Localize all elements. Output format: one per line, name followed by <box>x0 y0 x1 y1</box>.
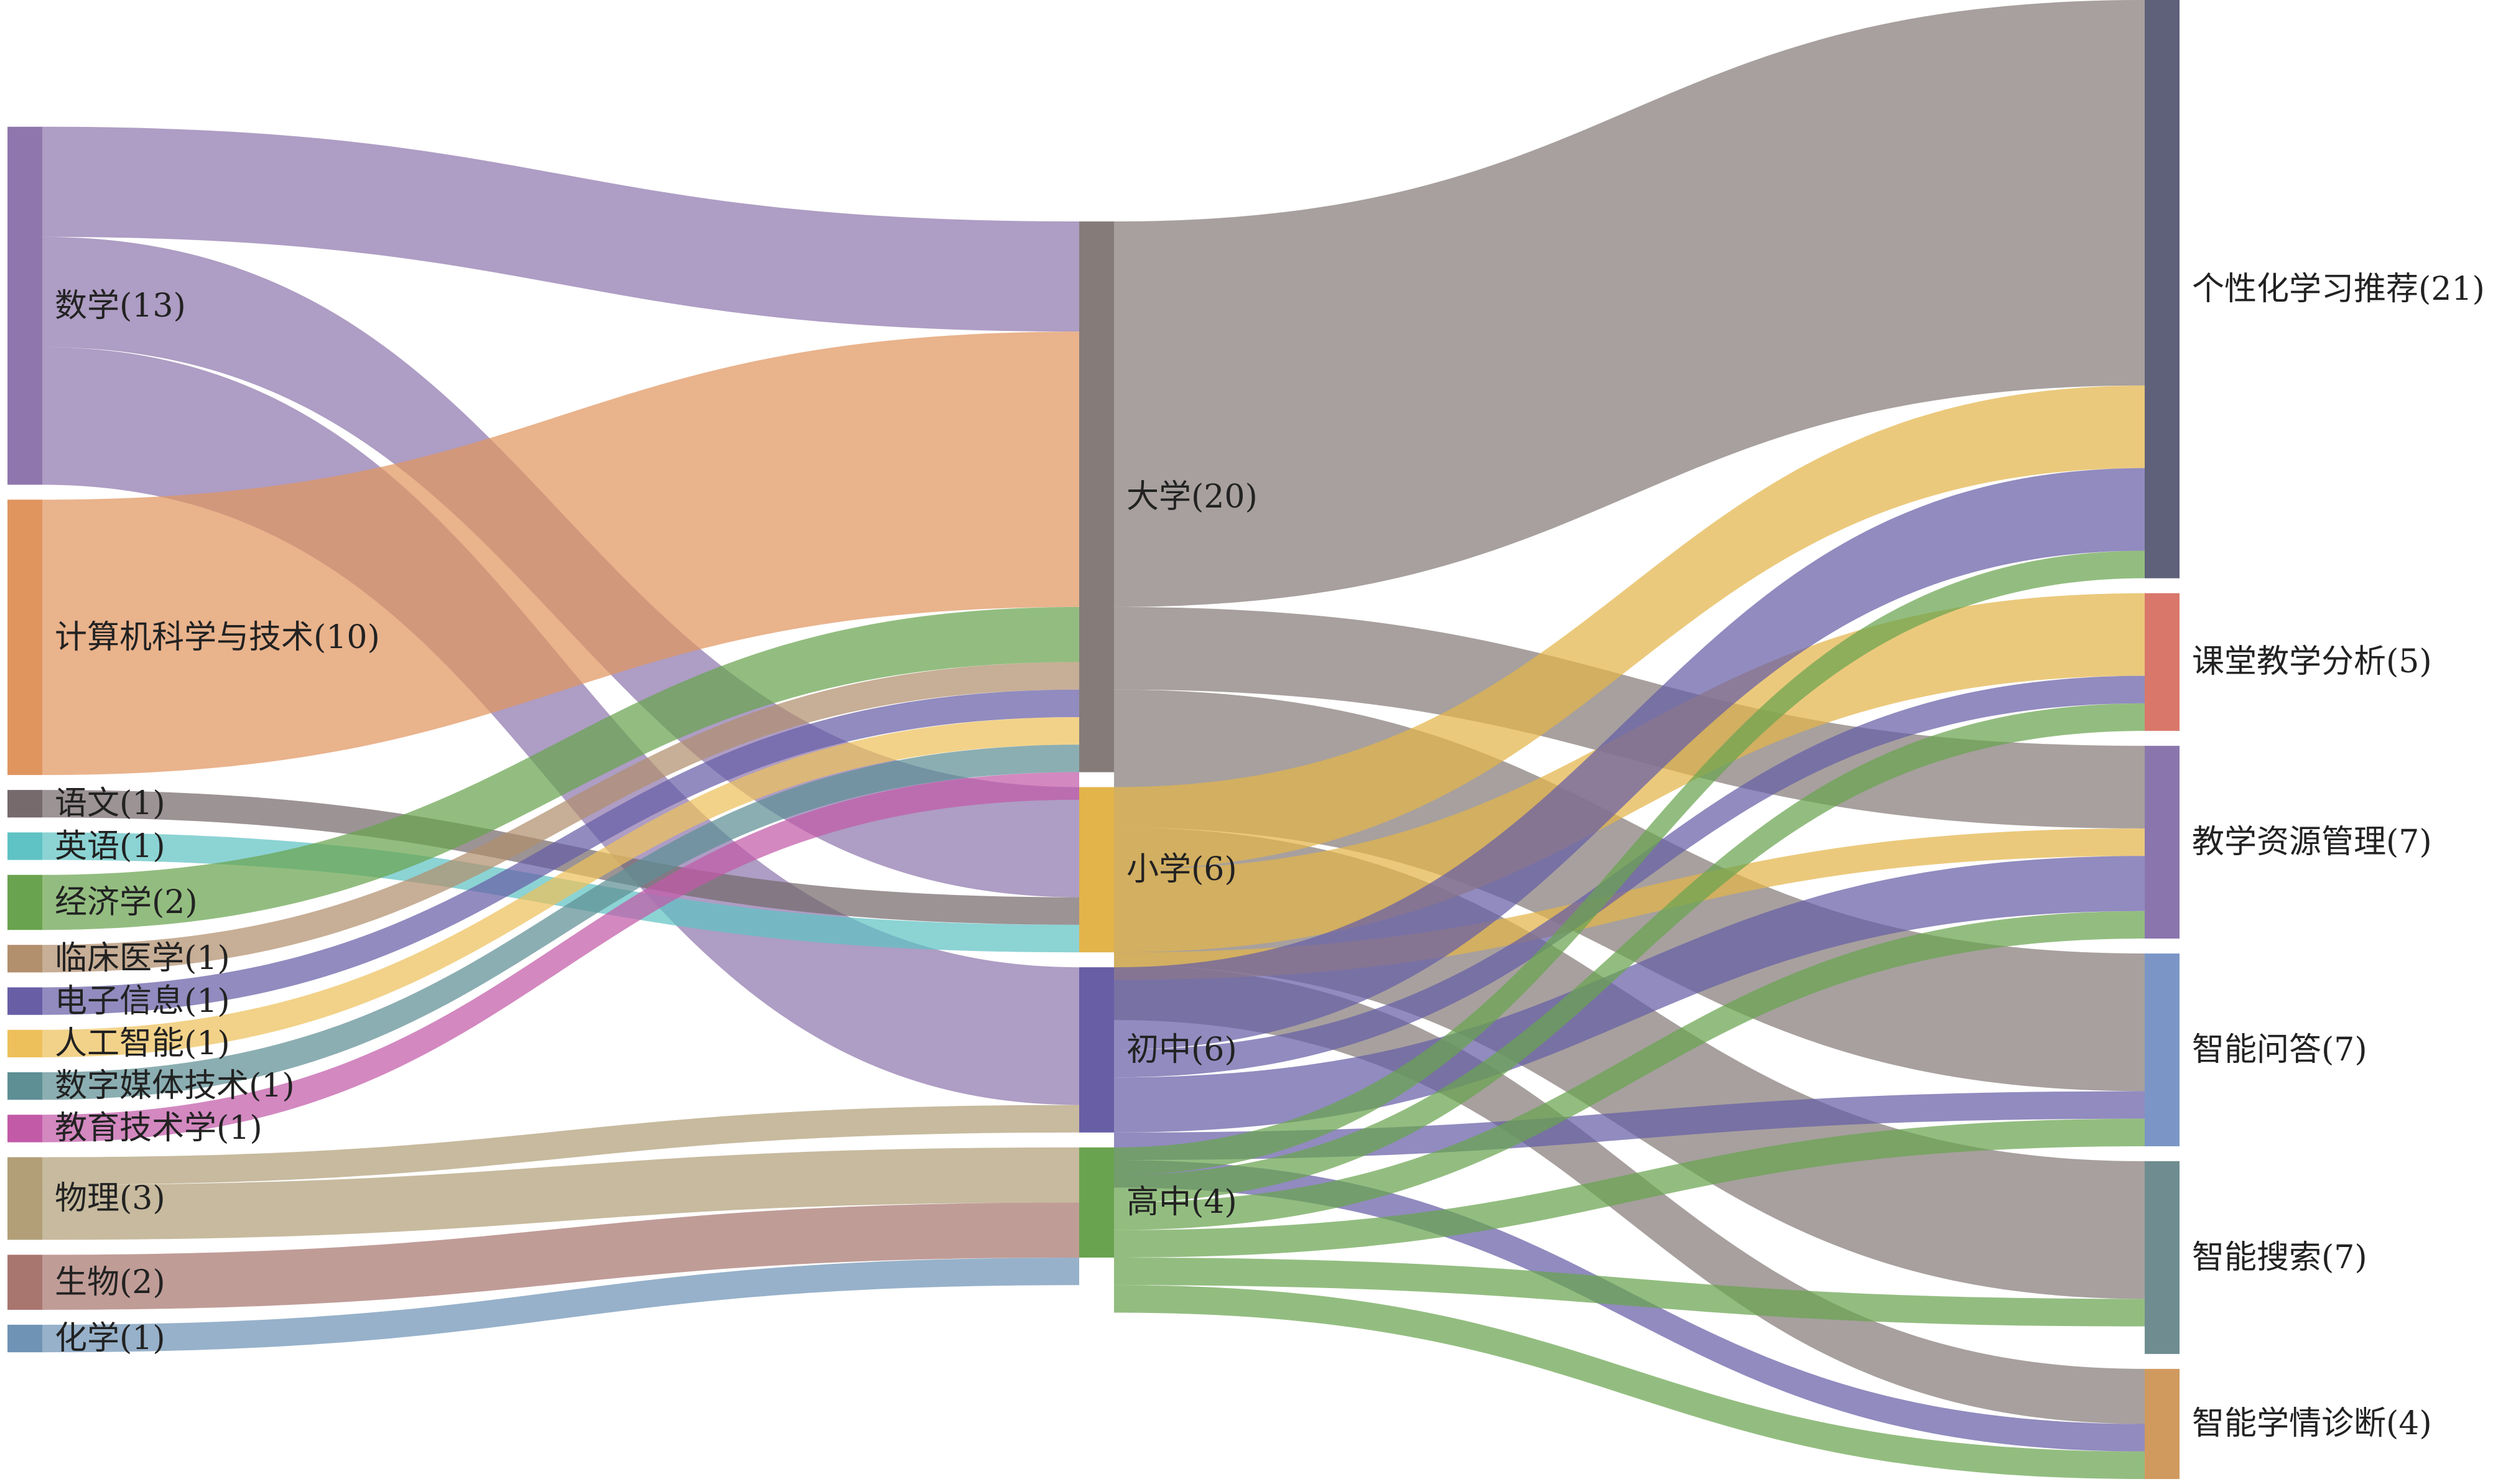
link-ai-to-univ <box>42 717 1079 1058</box>
link-senior-to-class <box>1114 703 2145 1203</box>
node-label-univ: 大学(20) <box>1126 478 1258 516</box>
link-math-to-univ <box>42 126 1079 332</box>
node-bar-res <box>2145 746 2180 939</box>
node-label-english: 英语(1) <box>55 827 165 865</box>
link-junior-to-diag <box>1114 1160 2145 1452</box>
node-label-res: 教学资源管理(7) <box>2192 823 2432 861</box>
link-senior-to-diag <box>1114 1285 2145 1479</box>
link-dmt-to-univ <box>42 744 1079 1100</box>
node-bar-primary <box>1079 787 1114 953</box>
node-bar-search <box>2145 1161 2180 1354</box>
link-cs-to-univ <box>42 332 1079 776</box>
node-bar-edutech <box>7 1115 42 1143</box>
node-bar-med <box>7 945 42 973</box>
node-label-ee: 电子信息(1) <box>55 982 230 1020</box>
link-physics-to-junior <box>42 1105 1079 1185</box>
link-senior-to-qa <box>1114 1118 2145 1258</box>
node-label-med: 临床医学(1) <box>55 940 230 978</box>
link-edutech-to-univ <box>42 772 1079 1143</box>
link-univ-to-rec <box>1114 0 2145 607</box>
node-label-math: 数学(13) <box>55 287 186 325</box>
node-bar-cs <box>7 499 42 776</box>
node-label-search: 智能搜索(7) <box>2192 1238 2367 1276</box>
node-label-senior: 高中(4) <box>1126 1184 1237 1222</box>
node-label-bio: 生物(2) <box>55 1263 165 1301</box>
node-label-chem: 化学(1) <box>55 1320 165 1358</box>
node-label-ai: 人工智能(1) <box>55 1024 230 1062</box>
node-label-dmt: 数字媒体技术(1) <box>55 1067 295 1105</box>
link-junior-to-res <box>1114 856 2145 1133</box>
node-label-rec: 个性化学习推荐(21) <box>2192 270 2485 308</box>
node-bar-dmt <box>7 1072 42 1100</box>
node-bar-chinese <box>7 790 42 818</box>
node-bar-univ <box>1079 221 1114 772</box>
link-senior-to-res <box>1114 911 2145 1230</box>
node-label-junior: 初中(6) <box>1126 1031 1237 1069</box>
link-chem-to-senior <box>42 1257 1079 1353</box>
node-label-cs: 计算机科学与技术(10) <box>55 618 380 656</box>
nodes-layer <box>7 0 2180 1479</box>
node-bar-qa <box>2145 953 2180 1146</box>
node-bar-physics <box>7 1157 42 1240</box>
node-bar-math <box>7 126 42 485</box>
link-med-to-univ <box>42 662 1079 973</box>
node-bar-junior <box>1079 967 1114 1133</box>
link-senior-to-rec <box>1114 550 2145 1176</box>
node-bar-econ <box>7 874 42 930</box>
node-label-econ: 经济学(2) <box>55 883 198 921</box>
node-label-primary: 小学(6) <box>1126 851 1237 889</box>
node-label-chinese: 语文(1) <box>55 785 165 823</box>
node-bar-ai <box>7 1029 42 1058</box>
link-econ-to-univ <box>42 606 1079 930</box>
node-bar-senior <box>1079 1147 1114 1258</box>
link-senior-to-search <box>1114 1257 2145 1327</box>
node-label-diag: 智能学情诊断(4) <box>2192 1405 2432 1443</box>
node-label-physics: 物理(3) <box>55 1179 165 1217</box>
link-primary-to-rec <box>1114 385 2145 870</box>
node-bar-chem <box>7 1324 42 1353</box>
node-label-class: 课堂教学分析(5) <box>2192 643 2432 681</box>
link-bio-to-senior <box>42 1202 1079 1310</box>
links-layer <box>42 0 2145 1479</box>
node-bar-diag <box>2145 1368 2180 1479</box>
node-bar-class <box>2145 593 2180 731</box>
node-label-qa: 智能问答(7) <box>2192 1031 2367 1069</box>
node-bar-bio <box>7 1254 42 1310</box>
link-ee-to-univ <box>42 689 1079 1015</box>
node-bar-rec <box>2145 0 2180 578</box>
node-bar-english <box>7 832 42 860</box>
node-label-edutech: 教育技术学(1) <box>55 1110 262 1148</box>
link-physics-to-senior <box>42 1147 1079 1240</box>
link-junior-to-rec <box>1114 468 2145 1050</box>
node-bar-ee <box>7 987 42 1015</box>
